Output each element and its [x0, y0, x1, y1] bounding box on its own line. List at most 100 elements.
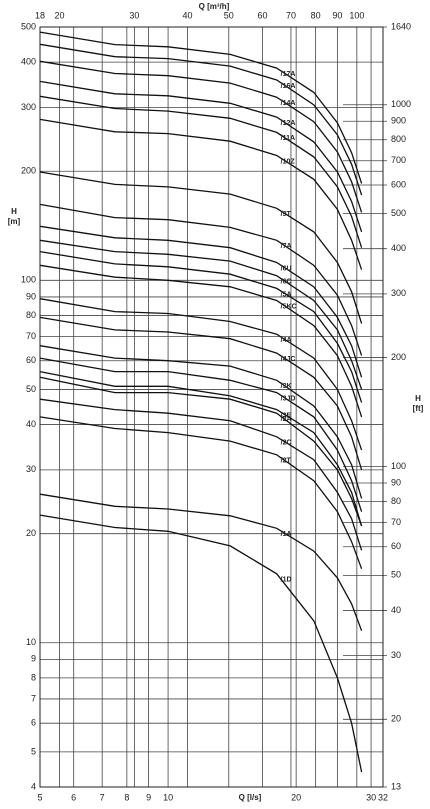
curve [39, 298, 363, 451]
curve [39, 80, 363, 233]
y2-tick-label: 60 [391, 541, 401, 551]
y2-tick-label: 100 [391, 461, 406, 471]
y-tick-label: 500 [21, 21, 36, 31]
curve [39, 95, 363, 248]
curve-label: /2A [281, 416, 292, 423]
y-tick-label: 70 [26, 331, 36, 341]
curve [39, 225, 363, 378]
x2-tick-label: 100 [349, 10, 364, 20]
y-tick-label: 8 [31, 672, 36, 682]
y-tick-label: 80 [26, 310, 36, 320]
y2-tick-label: 1000 [391, 99, 411, 109]
x-tick-label: 9 [146, 792, 151, 802]
curve [39, 171, 363, 324]
y2-tick-label: 300 [391, 288, 406, 298]
x-tick-label: 7 [100, 792, 105, 802]
curve [39, 264, 363, 418]
x2-tick-label: 40 [183, 10, 193, 20]
curve [39, 60, 363, 213]
x2-tick-label: 20 [54, 10, 64, 20]
curve-label: /11A [281, 135, 295, 142]
y-tick-label: 50 [26, 384, 36, 394]
y-tick-label: 400 [21, 56, 36, 66]
y-tick-label: 100 [21, 275, 36, 285]
y-tick-label: 10 [26, 637, 36, 647]
curve [39, 376, 363, 527]
curve-label: /2T [281, 458, 292, 465]
curve-label: /3E [281, 412, 292, 419]
y-tick-label: 20 [26, 528, 36, 538]
y-tick-label: 9 [31, 654, 36, 664]
y-tick-label: 30 [26, 464, 36, 474]
y2-tick-label: 500 [391, 208, 406, 218]
curve-label: /16A [281, 83, 296, 90]
x2-axis-title: Q [m³/h] [199, 2, 230, 11]
curve-label: /5KC [281, 303, 297, 310]
y2-tick-label: 700 [391, 155, 406, 165]
y2-tick-label: 90 [391, 477, 401, 487]
curve [39, 370, 363, 527]
y2-tick-label: 40 [391, 605, 401, 615]
x2-tick-label: 18 [35, 10, 45, 20]
x-tick-label: 30 [366, 792, 376, 802]
y-tick-label: 300 [21, 102, 36, 112]
x-tick-label: 10 [163, 792, 173, 802]
curve [39, 118, 363, 270]
x-axis-title: Q [l/s] [239, 793, 262, 802]
x-tick-label: 20 [291, 792, 301, 802]
curve [39, 514, 363, 773]
plot-frame [39, 26, 384, 788]
x2-tick-label: 70 [286, 10, 296, 20]
x-tick-label: 8 [124, 792, 129, 802]
curve [39, 345, 363, 499]
curve [39, 43, 363, 196]
curve-label: /4A [281, 337, 292, 344]
y2-tick-label: 600 [391, 179, 406, 189]
curve [39, 239, 363, 390]
curve [39, 31, 363, 184]
x-tick-label: 5 [37, 792, 42, 802]
curve-label: /2C [281, 440, 292, 447]
curve-label: /7A [281, 243, 292, 250]
x2-tick-label: 50 [224, 10, 234, 20]
curve [39, 416, 363, 570]
y2-tick-label: 400 [391, 243, 406, 253]
y2-tick-label: 20 [391, 714, 401, 724]
curve-label: /3K [281, 383, 292, 390]
curve-label: /1A [281, 531, 292, 538]
y2-tick-label: 50 [391, 570, 401, 580]
y2-axis-unit: [ft] [413, 404, 424, 413]
y2-axis-title: H [415, 394, 421, 403]
y-tick-label: 40 [26, 419, 36, 429]
x2-tick-label: 60 [257, 10, 267, 20]
curve [39, 357, 363, 512]
y-axis-unit: [m] [8, 217, 21, 226]
x-tick-label: 6 [71, 792, 76, 802]
curve-label: /5A [281, 291, 292, 298]
y-tick-label: 60 [26, 355, 36, 365]
curve-label: /3JD [281, 395, 296, 402]
y2-tick-label: 900 [391, 116, 406, 126]
y-tick-label: 200 [21, 166, 36, 176]
curve-label: /12A [281, 120, 296, 127]
curve-label: /6U [281, 265, 292, 272]
y2-tick-label: 800 [391, 134, 406, 144]
y-tick-label: 6 [31, 718, 36, 728]
curve [39, 250, 363, 403]
curve [39, 203, 363, 356]
x-tick-label: 32 [378, 792, 388, 802]
curve [39, 398, 363, 551]
y2-tick-label: 70 [391, 517, 401, 527]
y2-tick-label: 13 [391, 781, 401, 791]
y2-tick-label: 30 [391, 650, 401, 660]
x2-tick-label: 90 [332, 10, 342, 20]
y-tick-label: 7 [31, 693, 36, 703]
x2-tick-label: 80 [311, 10, 321, 20]
y2-tick-label: 80 [391, 496, 401, 506]
y-tick-label: 5 [31, 746, 36, 756]
curve [39, 316, 363, 470]
curve-label: /1D [281, 577, 292, 584]
curve [39, 493, 363, 631]
curve-label: /10Z [281, 158, 296, 165]
